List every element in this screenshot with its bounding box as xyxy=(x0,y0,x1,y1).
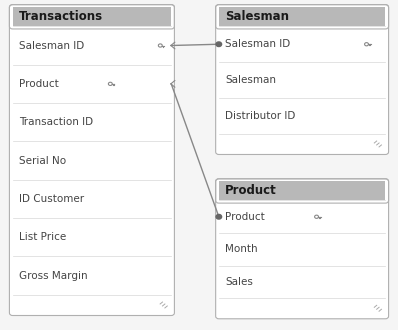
FancyBboxPatch shape xyxy=(10,5,174,315)
Bar xyxy=(219,7,385,26)
Text: Distributor ID: Distributor ID xyxy=(225,111,296,121)
Text: Product: Product xyxy=(225,184,277,197)
Text: Salesman: Salesman xyxy=(225,10,289,23)
FancyBboxPatch shape xyxy=(216,5,388,154)
Text: Month: Month xyxy=(225,244,258,254)
Text: Gross Margin: Gross Margin xyxy=(19,271,88,280)
FancyBboxPatch shape xyxy=(216,179,388,319)
Text: List Price: List Price xyxy=(19,232,66,242)
Text: Salesman ID: Salesman ID xyxy=(225,39,291,49)
Circle shape xyxy=(216,42,222,47)
Text: Transaction ID: Transaction ID xyxy=(19,117,93,127)
Text: Serial No: Serial No xyxy=(19,155,66,166)
Bar xyxy=(219,182,385,201)
Text: Sales: Sales xyxy=(225,277,253,287)
Bar xyxy=(13,7,171,26)
Text: Salesman ID: Salesman ID xyxy=(19,41,84,50)
Text: Salesman: Salesman xyxy=(225,75,276,85)
Text: Transactions: Transactions xyxy=(19,10,103,23)
Text: Product: Product xyxy=(19,79,59,89)
Circle shape xyxy=(216,214,222,219)
Text: ID Customer: ID Customer xyxy=(19,194,84,204)
Text: Product: Product xyxy=(225,212,265,222)
